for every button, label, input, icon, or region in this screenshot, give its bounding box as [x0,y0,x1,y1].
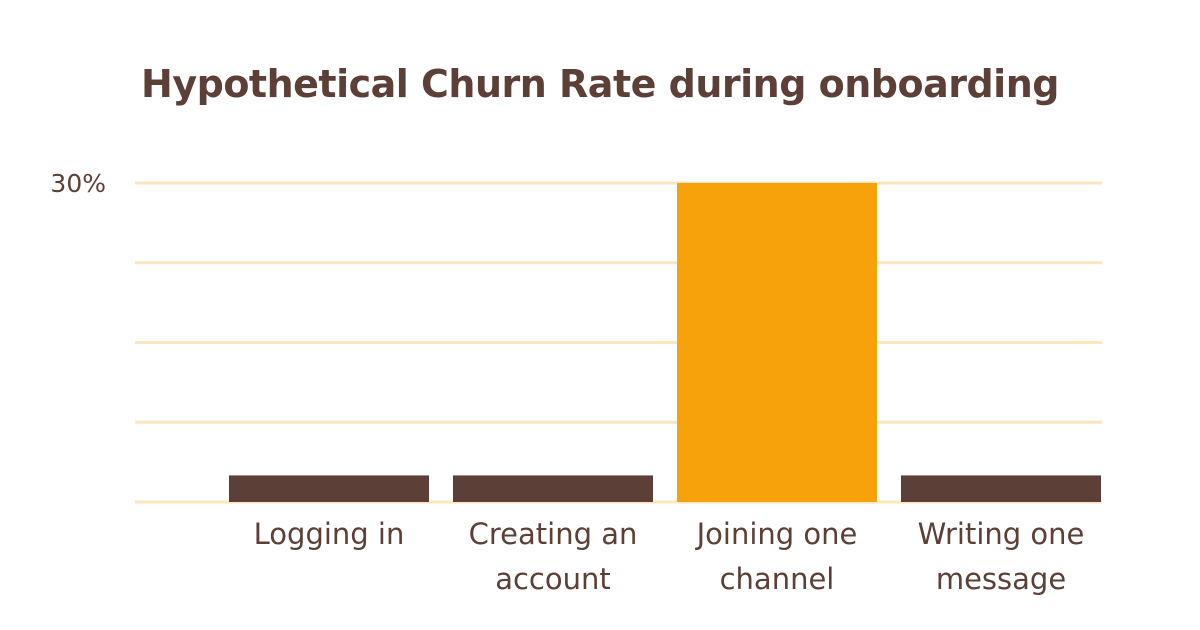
x-tick-label: Logging in [254,517,405,551]
bar-logging-in [229,475,429,502]
x-tick-label-line: message [936,562,1066,596]
chart-title: Hypothetical Churn Rate during onboardin… [141,62,1059,106]
x-tick-label: Writing one message [918,517,1085,596]
bars [229,183,1101,502]
x-tick-label-line: Joining one [695,517,858,551]
y-tick-label: 30% [50,169,106,198]
x-axis-labels: Logging in Creating an account Joining one c… [254,517,1085,596]
x-tick-label-line: Creating an [469,517,638,551]
bar-creating-an-account [453,475,653,502]
bar-writing-one-message [901,475,1101,502]
x-tick-label-line: Writing one [918,517,1085,551]
x-tick-label: Creating an account [469,517,638,596]
x-tick-label: Joining one channel [695,517,858,596]
x-tick-label-line: account [495,562,611,596]
x-tick-label-line: channel [720,562,835,596]
gridlines [135,181,1102,504]
y-axis-ticks: 30% [50,169,106,198]
x-tick-label-line: Logging in [254,517,405,551]
bar-joining-one-channel [677,183,877,502]
